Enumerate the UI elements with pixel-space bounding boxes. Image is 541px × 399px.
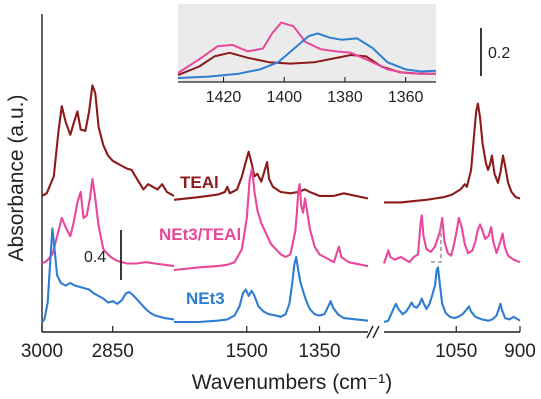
series-line-teal-panel-3 <box>384 102 521 204</box>
axes <box>41 14 520 339</box>
main-scale-bar-label: 0.4 <box>84 249 106 266</box>
x-ticks: 3000 2850 1500 1350 1050 900 <box>21 326 536 362</box>
x-tick-label: 3000 <box>21 341 63 362</box>
inset-panel: 1420 1400 1380 1360 <box>177 4 437 106</box>
series-line-teal-panel-1 <box>41 84 175 197</box>
inset-x-tick-label: 1380 <box>327 89 363 106</box>
x-tick-label: 1500 <box>226 341 268 362</box>
series-label-teal: TEAl <box>180 173 219 192</box>
series-label-net3-teal: NEt3/TEAl <box>159 225 241 244</box>
x-tick-label: 2850 <box>92 341 134 362</box>
inset-x-tick-label: 1420 <box>206 89 242 106</box>
x-tick-label: 900 <box>504 341 536 362</box>
spectra-lines <box>41 84 521 324</box>
series-line-net3-teal-panel-3 <box>383 214 521 264</box>
inset-scale-bar: 0.2 <box>480 28 510 76</box>
series-line-teal-panel-2 <box>173 150 369 201</box>
guide-dashed-line <box>431 225 442 263</box>
series-line-net3-teal-panel-2 <box>173 167 369 272</box>
x-tick-label: 1050 <box>435 341 477 362</box>
inset-line-net3 <box>177 32 437 79</box>
series-line-net3-panel-3 <box>383 266 521 324</box>
x-axis-title: Wavenumbers (cm⁻¹) <box>192 371 393 394</box>
axis-break-mark-1 <box>366 325 374 339</box>
series-line-net3-panel-2 <box>174 255 369 324</box>
x-tick-label: 1350 <box>298 341 340 362</box>
inset-x-tick-label: 1400 <box>266 89 302 106</box>
axis-break-mark-2 <box>372 325 380 339</box>
inset-line-net3-teal <box>177 21 436 75</box>
y-axis-title: Absorbance (a.u.) <box>5 95 28 262</box>
series-line-net3-teal-panel-1 <box>41 177 175 268</box>
series-line-net3-panel-1 <box>41 227 175 323</box>
inset-x-tick-label: 1360 <box>388 89 424 106</box>
series-label-net3: NEt3 <box>186 289 225 308</box>
inset-scale-bar-label: 0.2 <box>488 45 510 62</box>
main-scale-bar: 0.4 <box>84 230 122 280</box>
